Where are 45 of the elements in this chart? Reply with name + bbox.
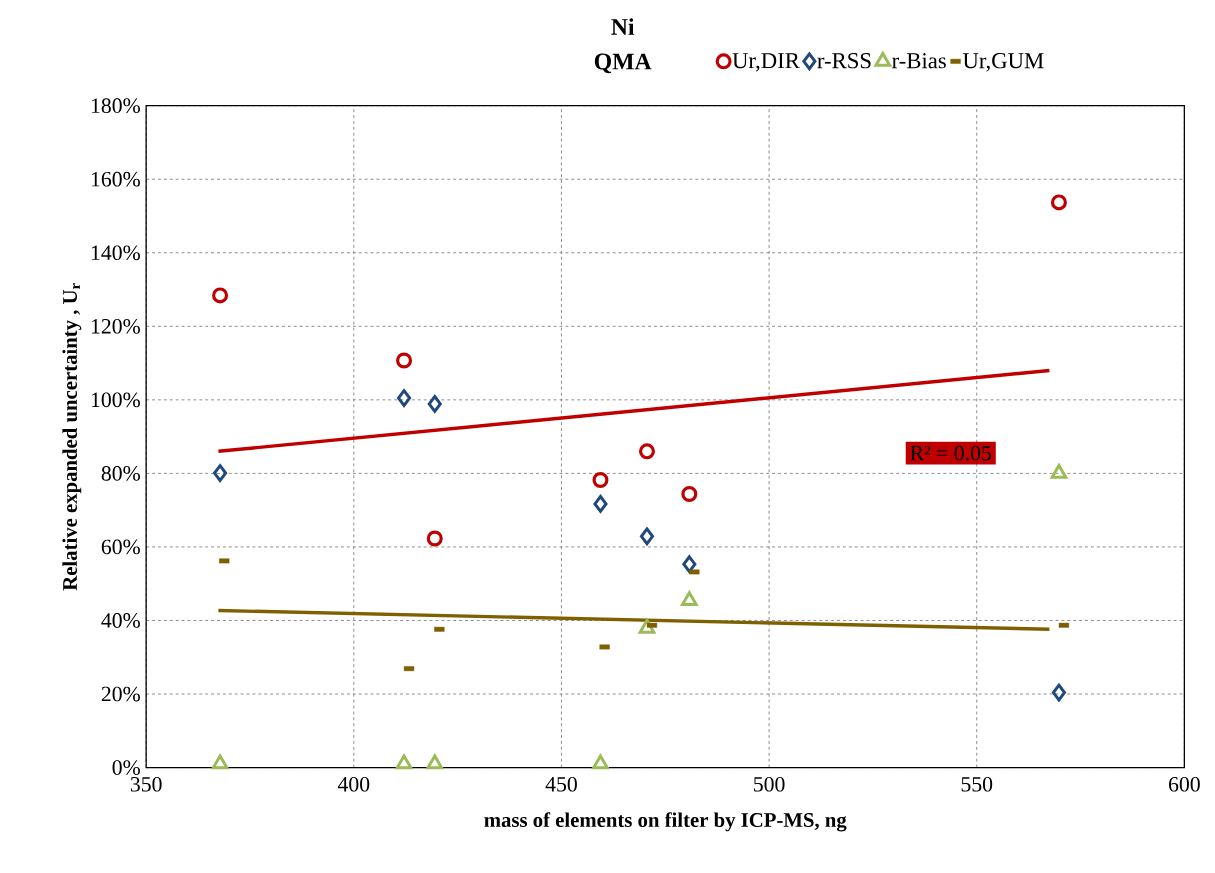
legend-label: Ur,DIR (732, 53, 800, 72)
chart-title: Ni (611, 18, 635, 35)
y-tick-label: 100% (91, 392, 140, 408)
point (212, 287, 229, 304)
y-tick-label: 120% (91, 318, 140, 334)
legend-label: r-Bias (892, 52, 946, 69)
point (593, 494, 608, 513)
point (682, 555, 697, 573)
y-tick-label: 160% (91, 171, 140, 187)
point (638, 618, 656, 634)
point (396, 352, 413, 369)
point (592, 754, 609, 770)
legend-label: r-RSS (817, 52, 871, 69)
y-axis-title: Relative expanded uncertainty , U$_{r}$ (62, 283, 82, 591)
point (1051, 683, 1066, 702)
x-axis-title: mass of elements on filter by ICP-MS, ng (484, 812, 847, 832)
point (1050, 194, 1067, 211)
y-tick-label: 140% (91, 245, 140, 261)
y-tick-label: 20% (101, 686, 140, 702)
point (397, 389, 412, 407)
point (211, 754, 229, 770)
x-tick-label: 350 (130, 776, 162, 792)
point (592, 471, 609, 488)
point (639, 527, 655, 546)
point (426, 754, 444, 770)
point (681, 485, 698, 502)
x-tick-label: 500 (754, 776, 785, 792)
point (395, 754, 413, 770)
point (681, 591, 698, 606)
x-tick-label: 400 (337, 776, 370, 792)
point (426, 530, 443, 547)
annotation: R² = 0.05 (910, 445, 991, 461)
y-tick-label: 180% (91, 98, 140, 113)
x-tick-label: 550 (961, 776, 993, 792)
chart-subtitle: QMA (594, 53, 652, 74)
point (427, 394, 442, 413)
point (638, 443, 655, 460)
x-tick-label: 600 (1169, 776, 1200, 792)
y-tick-label: 80% (101, 465, 140, 481)
y-tick-label: 0% (112, 760, 140, 775)
legend-label: Ur,GUM (962, 52, 1044, 72)
x-tick-label: 450 (545, 776, 577, 792)
y-tick-label: 60% (101, 539, 140, 555)
y-tick-label: 40% (101, 612, 140, 628)
point (213, 464, 228, 482)
